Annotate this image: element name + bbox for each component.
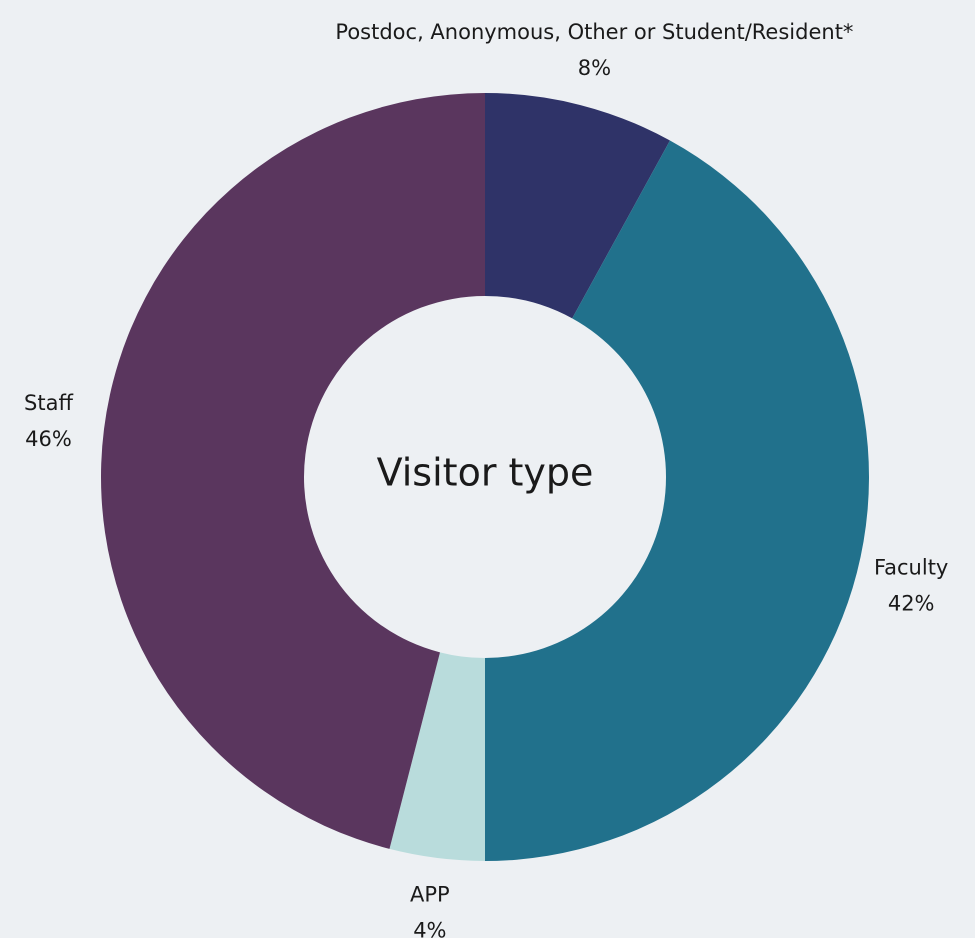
slice-value-label: 4% xyxy=(413,919,446,938)
slice-value-label: 8% xyxy=(578,56,611,80)
slice-value-label: 42% xyxy=(888,591,935,615)
slice xyxy=(389,652,485,861)
slice xyxy=(485,93,670,319)
chart-title: Visitor type xyxy=(377,451,594,495)
slices xyxy=(101,93,870,861)
slice-label: Faculty xyxy=(874,555,948,579)
slice xyxy=(485,140,870,861)
slice-value-label: 46% xyxy=(25,427,72,451)
slice xyxy=(101,93,485,849)
slice-label: Staff xyxy=(24,391,73,415)
slice-label: Postdoc, Anonymous, Other or Student/Res… xyxy=(335,20,853,44)
slice-label: APP xyxy=(410,883,450,907)
